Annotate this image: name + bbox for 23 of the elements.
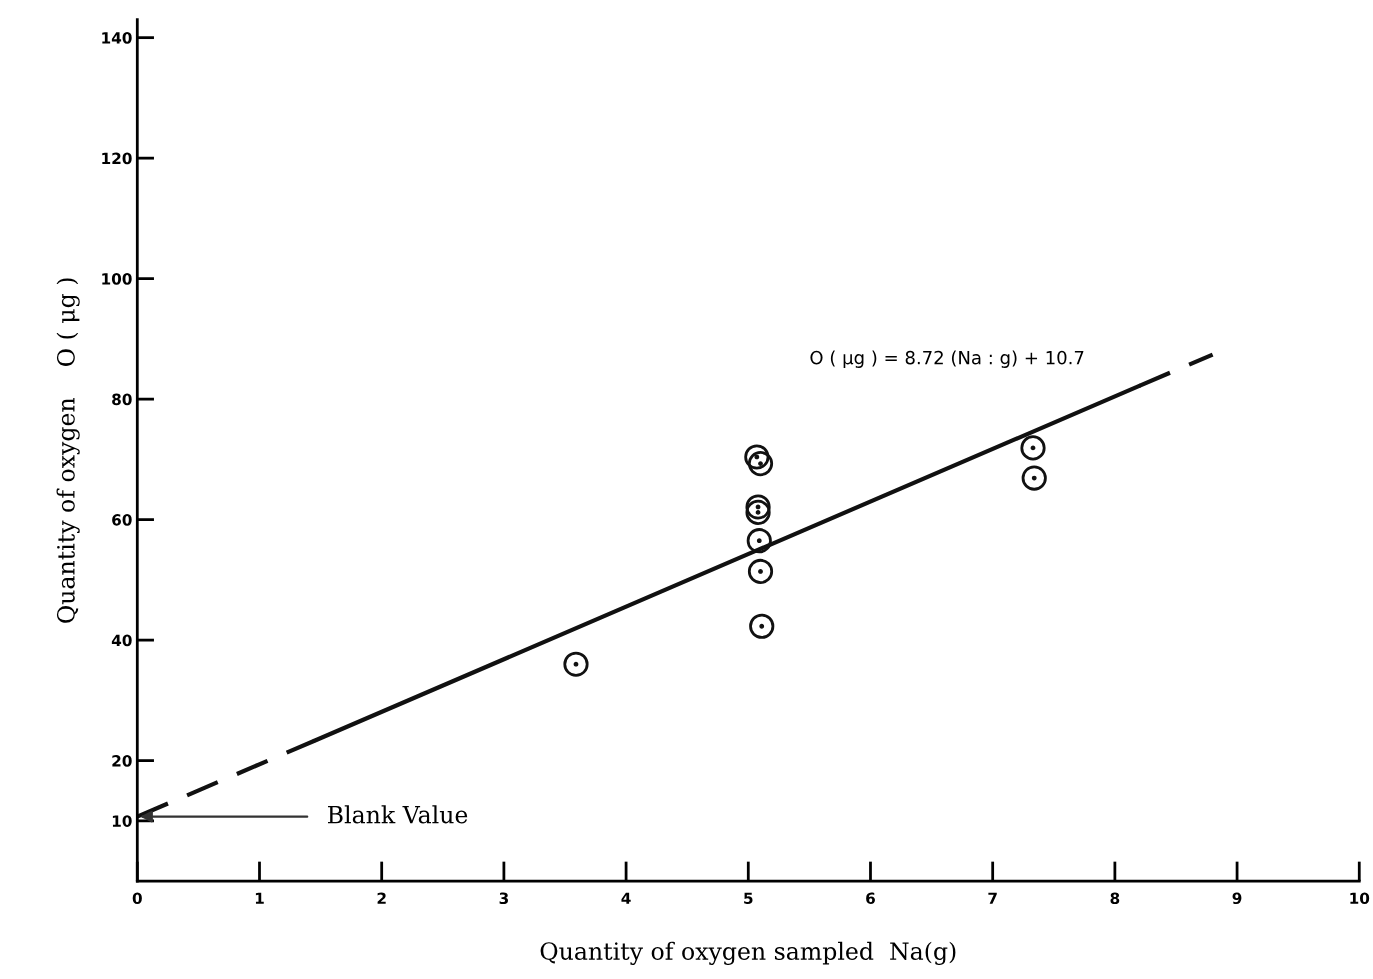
- x-tick-label: 10: [1350, 892, 1370, 905]
- y-tick-label: 40: [111, 634, 132, 647]
- x-tick-label: 5: [744, 892, 753, 905]
- x-tick-label: 0: [132, 892, 142, 905]
- x-tick-label: 3: [499, 892, 508, 905]
- x-tick-label: 9: [1232, 892, 1242, 905]
- y-tick-label: 80: [112, 393, 132, 406]
- annotation: Blank Value: [328, 805, 468, 824]
- y-tick-label: 20: [112, 755, 132, 767]
- x-tick-label: 7: [988, 892, 997, 904]
- y-tick-label: 120: [102, 152, 132, 165]
- y-tick-label: 10: [112, 815, 132, 827]
- x-tick-label: 8: [1110, 892, 1120, 905]
- y-tick-label: 60: [112, 514, 132, 526]
- x-tick-label: 6: [866, 892, 875, 905]
- x-axis-title: Quantity of oxygen sampled Na(g): [540, 941, 956, 965]
- y-tick-label: 140: [102, 32, 132, 44]
- y-tick-label: 100: [102, 273, 132, 285]
- x-tick-label: 2: [377, 892, 386, 904]
- x-tick-label: 1: [255, 892, 264, 904]
- y-axis-title: Quantity of oxygen O ( μg ): [56, 278, 80, 623]
- annotation: O ( μg ) = 8.72 (Na : g) + 10.7: [810, 350, 1084, 368]
- x-tick-label: 4: [621, 892, 631, 904]
